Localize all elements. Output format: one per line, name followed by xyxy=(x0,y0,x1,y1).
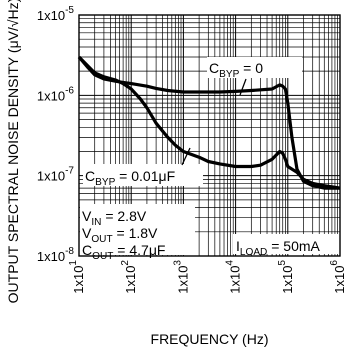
x-tick-label: 1x101 xyxy=(68,260,86,294)
y-axis-label: OUTPUT SPECTRAL NOISE DENSITY (μV/√Hz) xyxy=(5,0,21,303)
series-pointer-2 xyxy=(181,147,191,166)
series-label-bg-1 xyxy=(207,57,302,78)
annotation-cout: COUT = 4.7μF xyxy=(82,242,165,262)
series-line-2 xyxy=(77,55,341,190)
x-tick-label: 1x104 xyxy=(225,260,243,294)
x-tick-label: 1x103 xyxy=(172,260,190,294)
y-tick-label: 1x10-8 xyxy=(37,246,75,264)
y-tick-label: 1x10-5 xyxy=(37,5,75,23)
x-axis-label: FREQUENCY (Hz) xyxy=(151,331,269,347)
series-pointer-1 xyxy=(239,78,247,96)
series-label-bg-2 xyxy=(83,164,203,186)
plot-series xyxy=(77,55,341,190)
y-tick-label: 1x10-6 xyxy=(37,85,75,103)
annotation-vin: VIN = 2.8V xyxy=(82,208,147,228)
x-tick-label: 1x102 xyxy=(120,260,138,294)
x-tick-label: 1x105 xyxy=(277,260,295,294)
iload-bg xyxy=(233,234,339,254)
annotation-iload: ILOAD = 50mA xyxy=(236,238,321,258)
plot-frame xyxy=(78,14,341,257)
x-tick-label: 1x106 xyxy=(329,260,347,294)
annotation-vout: VOUT = 1.8V xyxy=(82,225,158,245)
y-tick-label: 1x10-7 xyxy=(37,166,75,184)
series-label-1: CBYP = 0 xyxy=(209,60,263,80)
series-label-2: CBYP = 0.01μF xyxy=(85,168,175,188)
conditions-bg xyxy=(80,204,195,255)
